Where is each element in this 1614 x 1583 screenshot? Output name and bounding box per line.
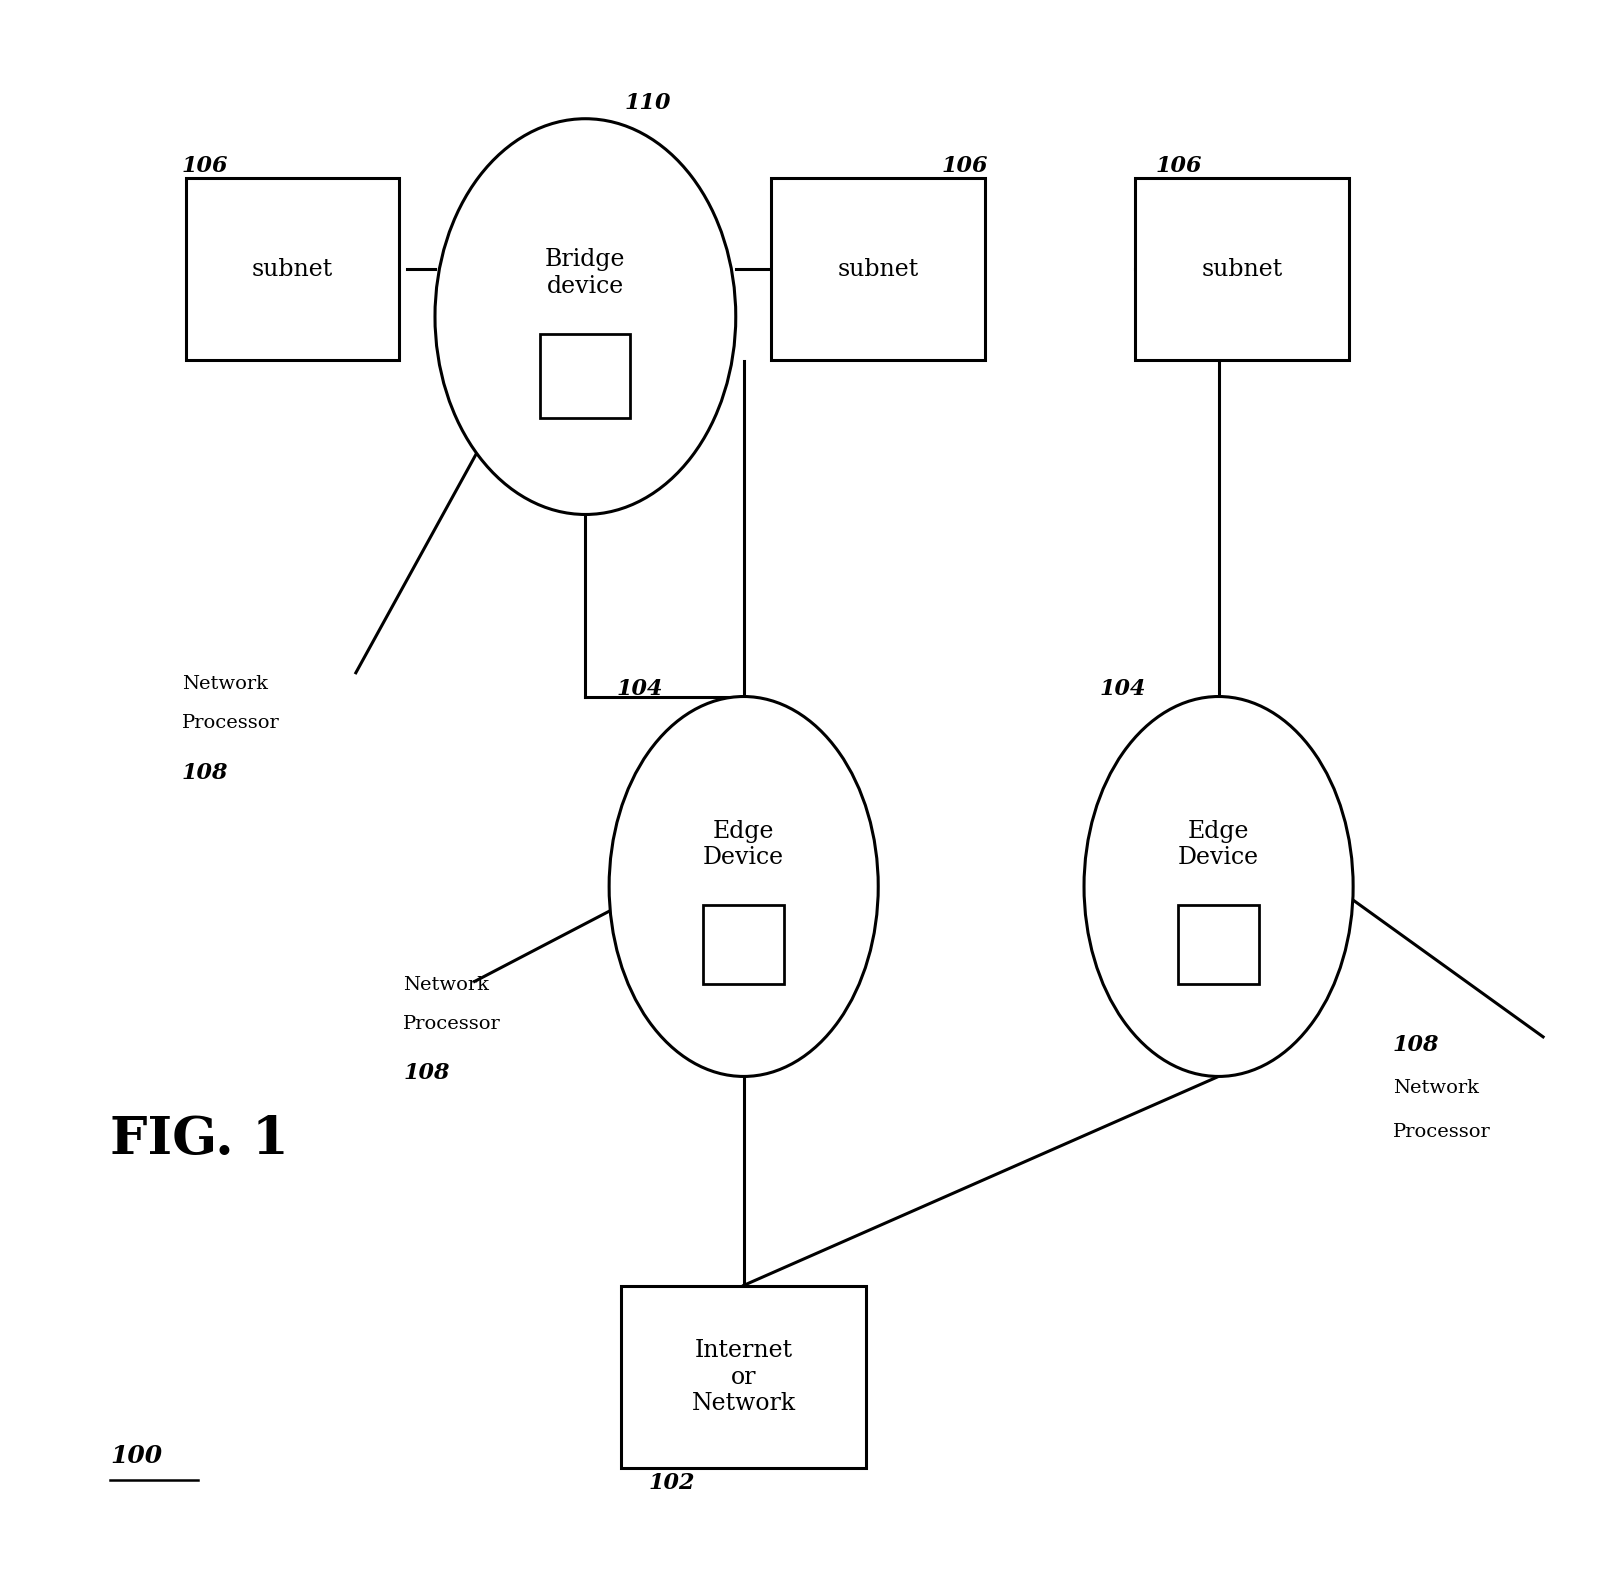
Text: 106: 106: [182, 155, 228, 177]
Text: FIG. 1: FIG. 1: [110, 1114, 289, 1165]
Ellipse shape: [436, 119, 736, 514]
Text: 108: 108: [1393, 1034, 1440, 1056]
Text: 102: 102: [649, 1472, 696, 1494]
Ellipse shape: [608, 697, 878, 1076]
Text: 110: 110: [625, 92, 671, 114]
Text: subnet: subnet: [838, 258, 918, 280]
Text: Processor: Processor: [182, 714, 279, 733]
FancyBboxPatch shape: [704, 904, 784, 985]
Text: 108: 108: [182, 761, 228, 784]
FancyBboxPatch shape: [186, 179, 399, 361]
Text: subnet: subnet: [252, 258, 332, 280]
Text: 100: 100: [110, 1444, 163, 1469]
FancyBboxPatch shape: [771, 179, 985, 361]
FancyBboxPatch shape: [1178, 904, 1259, 985]
Text: Internet
or
Network: Internet or Network: [692, 1339, 796, 1415]
Text: 108: 108: [404, 1062, 450, 1084]
Text: Processor: Processor: [404, 1015, 500, 1034]
Text: Edge
Device: Edge Device: [1178, 820, 1259, 869]
FancyBboxPatch shape: [1136, 179, 1349, 361]
Text: subnet: subnet: [1202, 258, 1283, 280]
Text: Edge
Device: Edge Device: [704, 820, 784, 869]
Text: 104: 104: [617, 678, 663, 700]
Text: 104: 104: [1099, 678, 1146, 700]
Text: Network: Network: [404, 975, 489, 994]
Text: Network: Network: [1393, 1078, 1478, 1097]
Text: Network: Network: [182, 674, 268, 693]
Text: Processor: Processor: [1393, 1122, 1490, 1141]
Text: 106: 106: [1156, 155, 1202, 177]
Text: 106: 106: [941, 155, 988, 177]
FancyBboxPatch shape: [621, 1285, 867, 1469]
Ellipse shape: [1085, 697, 1353, 1076]
Text: Bridge
device: Bridge device: [546, 249, 626, 298]
FancyBboxPatch shape: [541, 334, 631, 418]
